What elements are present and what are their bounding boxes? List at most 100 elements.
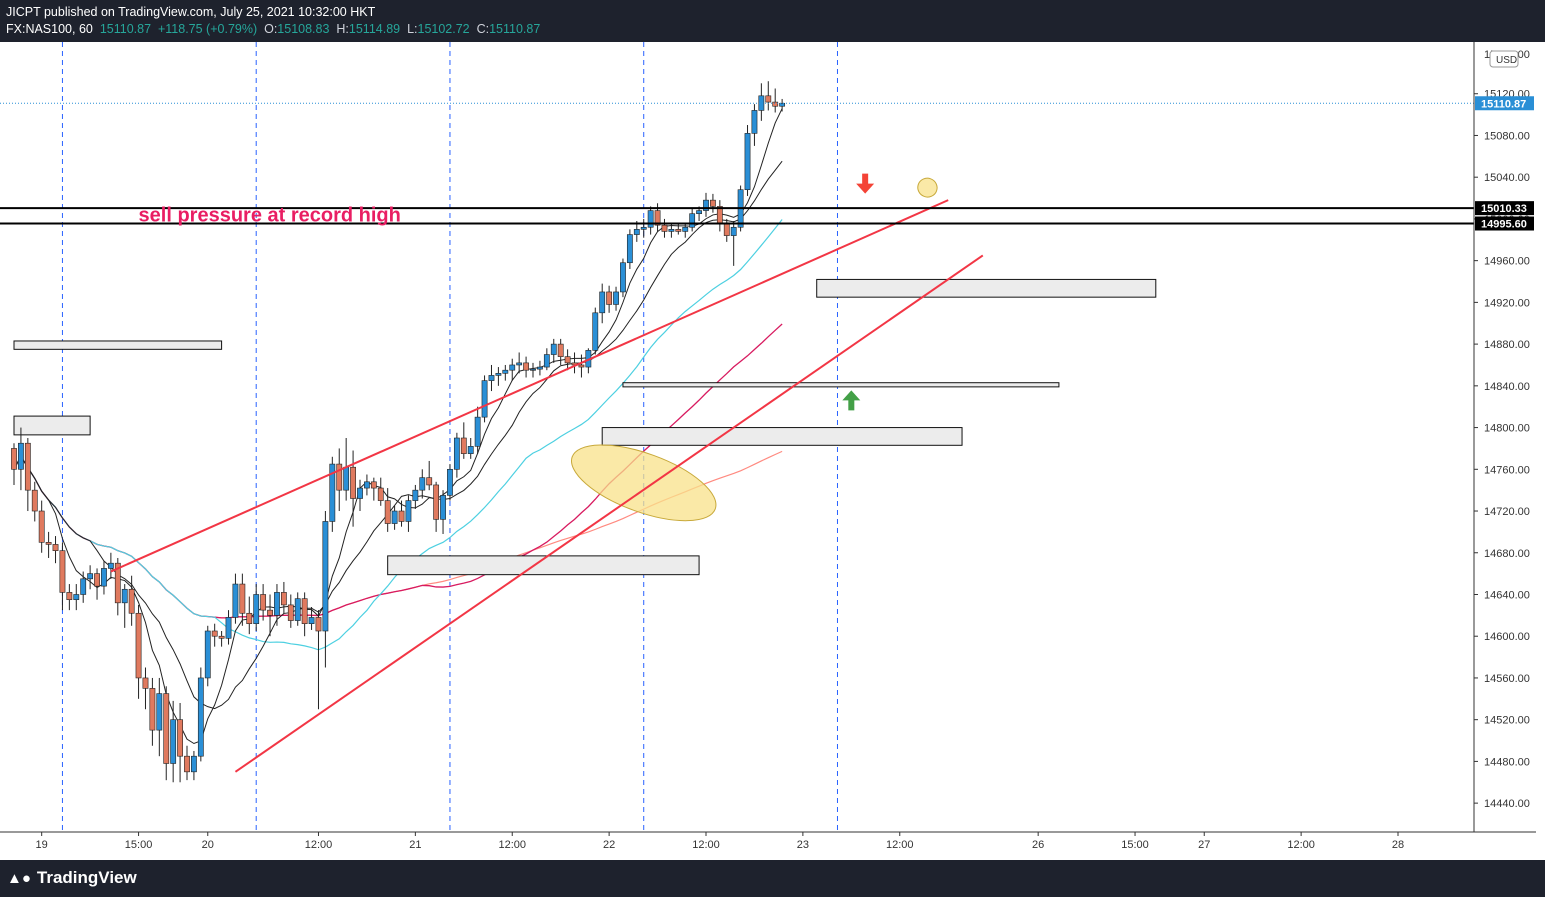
price-tick-label: 14880.00 [1484,339,1530,351]
time-tick-label: 21 [409,839,421,851]
tradingview-logo[interactable]: ▲● TradingView [7,868,137,888]
candle [274,584,280,626]
candle-body [654,210,661,226]
candle-body [80,578,87,595]
ma-6-line [13,108,783,745]
price-axis[interactable]: 15160.0014440.0014480.0014520.0014560.00… [1473,42,1536,832]
price-tick-label: 14480.00 [1484,756,1530,768]
candle-body [661,224,668,232]
candle-body [675,229,682,232]
candle-body [239,583,246,614]
candle [523,356,529,378]
candle [211,623,218,647]
candle-body [578,364,585,368]
price-chart[interactable]: sell pressure at record high 15160.00144… [0,42,1545,860]
candle-body [357,487,363,499]
candle-body [87,573,94,580]
candle [689,208,696,232]
candle [329,456,336,532]
candle [135,604,142,699]
candle [170,700,177,783]
candle-body [460,437,467,454]
price-tick-label: 14440.00 [1484,798,1530,810]
candle [101,561,107,595]
candle-body [550,343,557,355]
candle-body [509,364,516,371]
price-tick-label: 14680.00 [1484,548,1530,560]
candle [682,223,689,238]
candle [336,448,343,512]
candle [94,568,100,600]
price-tick-label: 14760.00 [1484,464,1530,476]
candle [703,192,709,217]
candle-body [689,213,696,228]
candle-body [467,446,474,454]
candle-body [350,466,356,499]
candle-body [218,635,225,639]
candle-body [204,630,211,679]
candle-body [177,719,183,757]
candle-body [391,510,398,524]
candle-body [11,448,17,470]
price-tick-label: 14640.00 [1484,589,1530,601]
candle-body [343,466,350,491]
candle [107,552,114,579]
brand-label: TradingView [36,868,137,887]
zone-box [13,415,91,436]
time-tick-label: 12:00 [692,839,720,851]
candle-body [495,373,502,376]
candle [675,224,682,235]
symbol-label[interactable]: FX:NAS100, 60 [6,22,93,36]
candle [177,702,183,783]
candle-body [31,489,38,512]
candle-body [405,500,412,522]
candle-body [626,234,633,264]
candle [412,484,419,509]
candle [640,218,647,238]
candle-body [433,484,440,520]
candle [668,223,675,238]
candle [45,531,52,558]
candle-body [647,210,654,228]
candle-body [703,199,709,211]
highlight-ellipse [570,444,717,522]
trendlines [110,199,984,773]
candle [128,575,135,626]
candle [488,364,495,392]
candle-body [765,95,772,103]
time-tick-label: 20 [202,839,214,851]
close-value: 15110.87 [489,22,541,36]
last-price-tag [1475,96,1534,111]
candle [80,571,87,603]
candle [184,745,190,781]
time-axis-background [0,832,1545,860]
candle [557,338,564,365]
candle [163,686,170,781]
time-tick-label: 15:00 [1121,839,1149,851]
candle-body [488,375,495,381]
time-tick-label: 23 [797,839,809,851]
candle-body [447,468,453,496]
candle-body [101,568,107,587]
low-value: 15102.72 [417,22,470,36]
candle [18,427,24,491]
candle [142,667,149,710]
candle-body [274,592,280,616]
candle-body [640,226,647,230]
candle [364,474,370,496]
candle-body [398,510,405,522]
candle [267,594,273,637]
candle [592,307,599,355]
candle [121,584,128,628]
candle [578,354,585,378]
candle [73,584,80,611]
time-axis[interactable]: 19 15:00 20 12:00 21 12:00 22 12:00 23 12:00 26 15:… [0,831,1545,860]
candle-body [114,562,121,604]
candle-body [730,226,737,236]
candle [564,349,571,371]
candle [543,348,550,371]
candle [758,83,765,121]
candle [384,488,391,532]
footer-bar [0,860,1545,897]
support-zones [13,278,1157,576]
